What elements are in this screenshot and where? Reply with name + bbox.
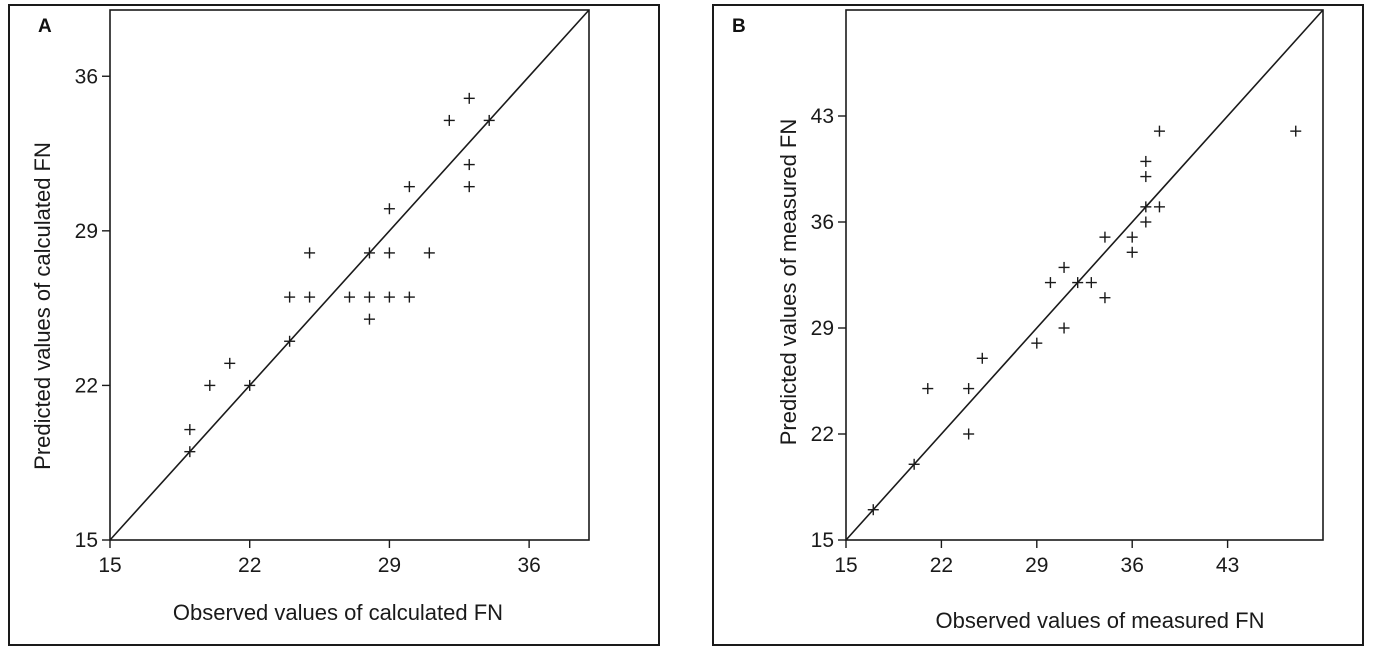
panel-a-data-point: [224, 357, 236, 369]
panel-a-letter: A: [38, 16, 52, 37]
panel-b-identity-line: [845, 9, 1324, 541]
chart-panel-b: B 15 22 29 36 43 15 22 29 36 43 Observed values of …: [712, 4, 1364, 646]
panel-a-data-point: [363, 291, 375, 303]
panel-a-data-point: [363, 313, 375, 325]
panel-b-data-point: [1085, 277, 1097, 289]
panel-b-data-point: [1031, 337, 1043, 349]
panel-b-data-point: [1099, 292, 1111, 304]
panel-a-y-tick-label: 36: [75, 65, 98, 88]
panel-b-x-tick-label: 15: [834, 554, 857, 577]
panel-a-y-tick-label: 29: [75, 220, 98, 243]
panel-a-data-point: [383, 203, 395, 215]
panel-b-data-point: [1140, 201, 1152, 213]
panel-b-data-point: [1140, 171, 1152, 183]
panel-b-y-tick-label: 29: [811, 317, 834, 340]
panel-a-x-tick-label: 29: [378, 554, 401, 577]
panel-b-x-tick-label: 36: [1121, 554, 1144, 577]
panel-a-data-point: [344, 291, 355, 303]
panel-a-data-point: [204, 379, 216, 391]
panel-b-y-tick-label: 15: [811, 529, 834, 552]
panel-a-y-tick-label: 15: [75, 529, 98, 552]
panel-a-y-tick-label: 22: [75, 374, 98, 397]
panel-a-data-point: [443, 114, 455, 126]
panel-b-data-point: [1126, 246, 1138, 258]
panel-b-data-point: [963, 383, 975, 395]
panel-a-data-point: [463, 181, 475, 193]
panel-a-data-point: [184, 446, 196, 458]
panel-b-data-point: [1153, 201, 1165, 213]
scatter-plot-b: B 15 22 29 36 43 15 22 29 36 43 Observed values of …: [732, 9, 1324, 633]
panel-a-plot-frame: [109, 9, 590, 541]
panel-a-identity-line: [109, 9, 590, 541]
panel-b-y-tick-label: 36: [811, 211, 834, 234]
panel-a-data-point: [284, 335, 296, 347]
panel-a-y-axis-title: Predicted values of calculated FN: [30, 142, 55, 470]
panel-a-data-point: [403, 291, 415, 303]
panel-b-data-point: [867, 504, 879, 516]
panel-a-data-point: [363, 247, 375, 259]
panel-a-data-point: [304, 291, 316, 303]
panel-b-x-axis-title: Observed values of measured FN: [936, 608, 1265, 633]
chart-panel-a: A 15 22 29 36 15 22 29 36 Observed values of calc…: [8, 4, 660, 646]
panel-a-data-point: [423, 247, 435, 259]
scatter-plot-a: A 15 22 29 36 15 22 29 36 Observed values of calc…: [30, 9, 590, 625]
panel-b-data-point: [1140, 216, 1152, 228]
panel-b-plot-frame: [845, 9, 1324, 541]
panel-b-y-tick-label: 43: [811, 105, 834, 128]
panel-b-data-point: [963, 428, 975, 440]
panel-a-data-point: [244, 379, 256, 391]
panel-a-data-point: [184, 424, 196, 436]
panel-b-data-point: [1058, 261, 1070, 273]
panel-b-data-point: [976, 352, 988, 364]
panel-a-x-tick-label: 15: [98, 554, 121, 577]
panel-b-y-tick-label: 22: [811, 423, 834, 446]
panel-b-data-point: [1140, 155, 1152, 167]
panel-a-data-point: [383, 291, 395, 303]
panel-b-data-point: [1072, 277, 1084, 289]
panel-b-data-point: [1153, 125, 1165, 137]
panel-b-x-tick-label: 29: [1025, 554, 1048, 577]
panel-b-data-point: [1044, 277, 1056, 289]
panel-a-x-tick-label: 36: [517, 554, 540, 577]
panel-b-x-tick-label: 22: [930, 554, 953, 577]
panel-a-data-point: [383, 247, 395, 259]
panel-b-data-point: [1290, 125, 1302, 137]
panel-a-x-tick-label: 22: [238, 554, 261, 577]
panel-b-data-point: [922, 383, 934, 395]
panel-b-data-point: [1126, 231, 1138, 243]
panel-a-data-point: [284, 291, 296, 303]
panel-b-data-point: [1099, 231, 1111, 243]
panel-a-x-axis-title: Observed values of calculated FN: [173, 600, 503, 625]
panel-a-data-point: [483, 114, 495, 126]
panel-b-y-axis-title: Predicted values of measured FN: [776, 119, 801, 446]
panel-a-data-point: [463, 92, 475, 104]
panel-a-data-point: [403, 181, 415, 193]
panel-a-data-point: [304, 247, 316, 259]
panel-b-data-point: [908, 458, 920, 470]
panel-a-data-point: [463, 159, 475, 171]
panel-b-letter: B: [732, 16, 746, 37]
panel-b-data-point: [1058, 322, 1070, 334]
panel-b-x-tick-label: 43: [1216, 554, 1239, 577]
